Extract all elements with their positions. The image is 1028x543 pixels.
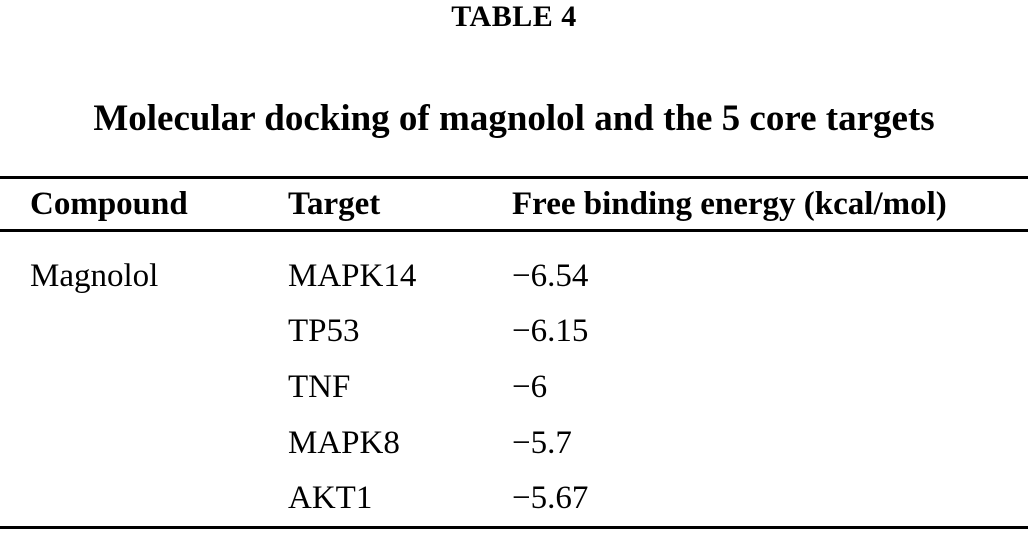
energy-cell: −6.15 (512, 313, 589, 349)
energy-cell: −6 (512, 369, 548, 405)
target-cell: MAPK8 (288, 425, 400, 461)
table-row: Magnolol MAPK14 −6.54 (0, 231, 1028, 304)
column-header-target: Target (288, 176, 512, 232)
target-cell: MAPK14 (288, 257, 417, 294)
energy-cell: −6.54 (512, 257, 589, 294)
column-header-compound: Compound (0, 176, 288, 232)
target-cell: AKT1 (288, 471, 512, 529)
target-cell: TP53 (288, 313, 360, 349)
compound-cell (0, 304, 288, 360)
table-header-row: Compound Target Free binding energy (kca… (0, 176, 1028, 232)
target-cell: TNF (288, 369, 351, 405)
table-label: TABLE 4 (451, 0, 577, 33)
table-row: AKT1 −5.67 (0, 471, 1028, 529)
table-caption: Molecular docking of magnolol and the 5 … (93, 98, 935, 139)
compound-cell (0, 416, 288, 472)
docking-table: Compound Target Free binding energy (kca… (0, 176, 1028, 529)
compound-cell: Magnolol (30, 257, 159, 294)
compound-cell (0, 471, 288, 529)
energy-cell: −5.67 (512, 471, 1028, 529)
table-row: TP53 −6.15 (0, 304, 1028, 360)
column-header-energy: Free binding energy (kcal/mol) (512, 176, 1028, 232)
table-row: TNF −6 (0, 360, 1028, 416)
energy-cell: −5.7 (512, 425, 572, 461)
table-row: MAPK8 −5.7 (0, 416, 1028, 472)
compound-cell (0, 360, 288, 416)
